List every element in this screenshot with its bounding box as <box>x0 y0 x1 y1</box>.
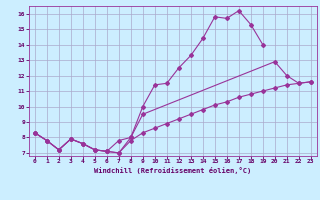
X-axis label: Windchill (Refroidissement éolien,°C): Windchill (Refroidissement éolien,°C) <box>94 167 252 174</box>
